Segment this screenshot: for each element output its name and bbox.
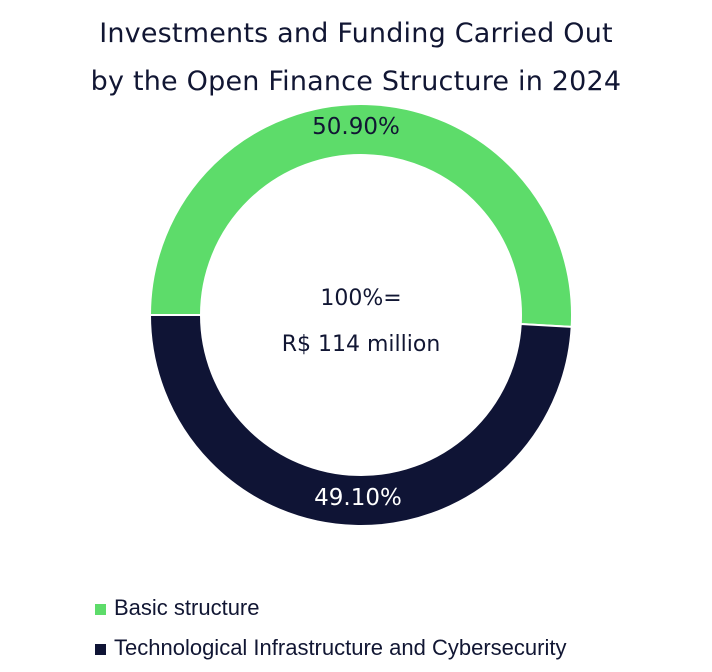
chart-legend: Basic structure Technological Infrastruc… xyxy=(95,588,566,668)
slice-label-basic-structure: 50.90% xyxy=(312,114,400,140)
legend-label: Basic structure xyxy=(114,595,260,620)
chart-title: Investments and Funding Carried Out by t… xyxy=(0,10,712,106)
center-total-line-1: 100%= xyxy=(320,286,402,311)
legend-label: Technological Infrastructure and Cyberse… xyxy=(114,635,567,660)
chart-title-line-2: by the Open Finance Structure in 2024 xyxy=(90,66,622,97)
legend-swatch-green xyxy=(95,603,106,615)
legend-swatch-navy xyxy=(95,643,106,655)
slice-label-tech-infrastructure: 49.10% xyxy=(314,485,402,511)
chart-title-line-1: Investments and Funding Carried Out xyxy=(99,18,613,49)
legend-item-tech-infrastructure[interactable]: Technological Infrastructure and Cyberse… xyxy=(95,628,566,668)
donut-slice-basic-structure[interactable] xyxy=(148,103,573,328)
center-total-line-2: R$ 114 million xyxy=(281,332,441,357)
donut-slice-tech-infrastructure[interactable] xyxy=(148,314,573,527)
legend-item-basic-structure[interactable]: Basic structure xyxy=(95,588,566,628)
